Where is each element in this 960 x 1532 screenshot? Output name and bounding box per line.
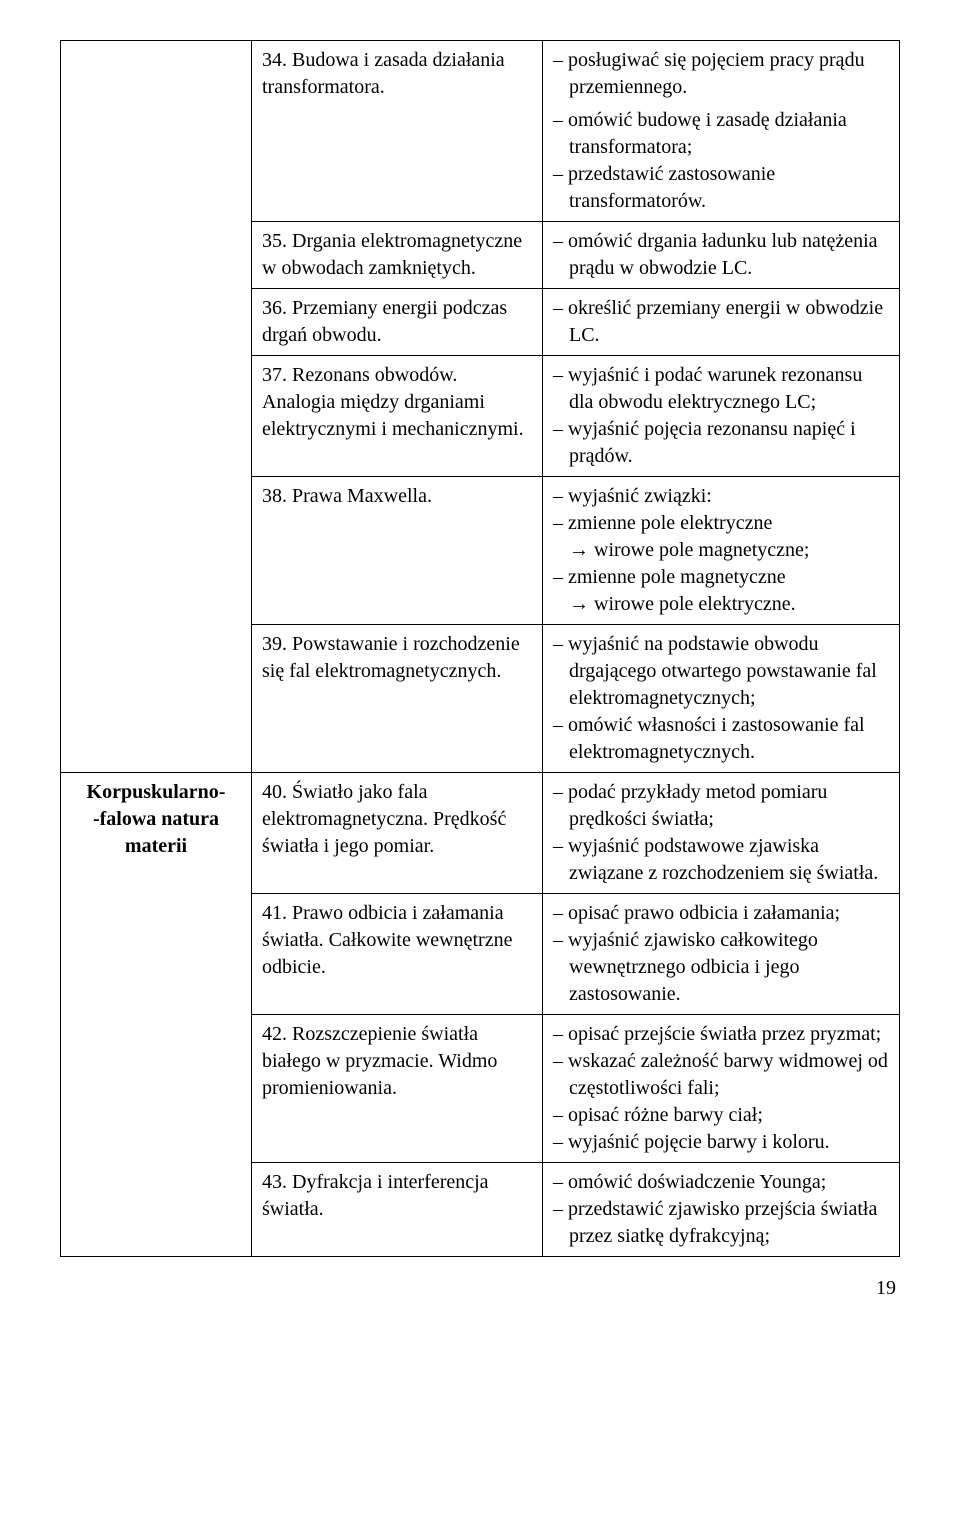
topic-cell: 43. Dyfrakcja i interferencja światła.	[252, 1163, 543, 1257]
topic-cell: 37. Rezonans obwodów. Analogia między dr…	[252, 356, 543, 477]
list-item: wyjaśnić pojęcia rezonansu napięć i prąd…	[553, 416, 889, 470]
preceding-item: – posługiwać się pojęciem pracy prądu pr…	[553, 47, 889, 101]
list-item: zmienne pole magnetyczne	[553, 564, 889, 591]
list-item: wyjaśnić podstawowe zjawiska związane z …	[553, 833, 889, 887]
outcome-cell: omówić drgania ładunku lub natężenia prą…	[543, 222, 900, 289]
outcome-cell: wyjaśnić na podstawie obwodu drgającego …	[543, 625, 900, 773]
outcome-list: opisać przejście światła przez pryzmat; …	[553, 1021, 889, 1156]
outcome-cell: podać przykłady metod pomiaru prędkości …	[543, 773, 900, 894]
list-item: określić przemiany energii w obwodzie LC…	[553, 295, 889, 349]
topic-cell: 40. Światło jako fala elektromagnetyczna…	[252, 773, 543, 894]
list-item: opisać przejście światła przez pryzmat;	[553, 1021, 889, 1048]
list-item: podać przykłady metod pomiaru prędkości …	[553, 779, 889, 833]
content-table: 34. Budowa i zasada działania transforma…	[60, 40, 900, 1257]
list-item: omówić budowę i zasadę działania transfo…	[553, 107, 889, 161]
table-row: Korpuskularno- -falowa natura materii 40…	[61, 773, 900, 894]
outcome-list: omówić drgania ładunku lub natężenia prą…	[553, 228, 889, 282]
section-label-text: Korpuskularno- -falowa natura materii	[87, 781, 226, 857]
outcome-cell: opisać przejście światła przez pryzmat; …	[543, 1015, 900, 1163]
topic-cell: 39. Powstawanie i rozchodzenie się fal e…	[252, 625, 543, 773]
outcome-list: omówić budowę i zasadę działania transfo…	[553, 107, 889, 215]
list-item: omówić drgania ładunku lub natężenia prą…	[553, 228, 889, 282]
topic-cell: 34. Budowa i zasada działania transforma…	[252, 41, 543, 222]
list-item: wyjaśnić i podać warunek rezonansu dla o…	[553, 362, 889, 416]
topic-text: 38. Prawa Maxwella.	[262, 485, 432, 507]
document-page: 34. Budowa i zasada działania transforma…	[0, 0, 960, 1340]
outcome-cell: – posługiwać się pojęciem pracy prądu pr…	[543, 41, 900, 222]
outcome-list: określić przemiany energii w obwodzie LC…	[553, 295, 889, 349]
outcome-cell: wyjaśnić związki: zmienne pole elektrycz…	[543, 477, 900, 625]
topic-text: 35. Drgania elektromagnetyczne w obwodac…	[262, 230, 522, 279]
list-item: wyjaśnić na podstawie obwodu drgającego …	[553, 631, 889, 712]
outcome-cell: wyjaśnić i podać warunek rezonansu dla o…	[543, 356, 900, 477]
list-item: omówić doświadczenie Younga;	[553, 1169, 889, 1196]
outcome-list: omówić doświadczenie Younga; przedstawić…	[553, 1169, 889, 1250]
topic-text: 37. Rezonans obwodów. Analogia między dr…	[262, 364, 524, 440]
topic-text: 43. Dyfrakcja i interferencja światła.	[262, 1171, 489, 1220]
outcome-cell: opisać prawo odbicia i załamania; wyjaśn…	[543, 894, 900, 1015]
page-number: 19	[60, 1277, 900, 1300]
section-cell: Korpuskularno- -falowa natura materii	[61, 773, 252, 1257]
topic-cell: 36. Przemiany energii podczas drgań obwo…	[252, 289, 543, 356]
topic-cell: 35. Drgania elektromagnetyczne w obwodac…	[252, 222, 543, 289]
list-sub-item: wirowe pole magnetyczne;	[553, 537, 889, 564]
outcome-list: opisać prawo odbicia i załamania; wyjaśn…	[553, 900, 889, 1008]
topic-text: 39. Powstawanie i rozchodzenie się fal e…	[262, 633, 520, 682]
list-item: wyjaśnić pojęcie barwy i koloru.	[553, 1129, 889, 1156]
outcome-list: wyjaśnić na podstawie obwodu drgającego …	[553, 631, 889, 766]
list-item: opisać prawo odbicia i załamania;	[553, 900, 889, 927]
topic-text: 42. Rozszczepienie światła białego w pry…	[262, 1023, 497, 1099]
outcome-cell: określić przemiany energii w obwodzie LC…	[543, 289, 900, 356]
outcome-list: podać przykłady metod pomiaru prędkości …	[553, 779, 889, 887]
list-item: omówić własności i zastosowanie fal elek…	[553, 712, 889, 766]
topic-text: 41. Prawo odbicia i załamania światła. C…	[262, 902, 512, 978]
outcome-list: wyjaśnić związki: zmienne pole elektrycz…	[553, 483, 889, 618]
topic-cell: 42. Rozszczepienie światła białego w pry…	[252, 1015, 543, 1163]
list-item: opisać różne barwy ciał;	[553, 1102, 889, 1129]
section-cell-continuation	[61, 41, 252, 773]
list-item: wyjaśnić związki:	[553, 483, 889, 510]
outcome-list: wyjaśnić i podać warunek rezonansu dla o…	[553, 362, 889, 470]
table-row: 34. Budowa i zasada działania transforma…	[61, 41, 900, 222]
list-item: zmienne pole elektryczne	[553, 510, 889, 537]
list-item: wyjaśnić zjawisko całkowitego wewnętrzne…	[553, 927, 889, 1008]
list-sub-item: wirowe pole elektryczne.	[553, 591, 889, 618]
list-item: przedstawić zastosowanie transformatorów…	[553, 161, 889, 215]
topic-text: 40. Światło jako fala elektromagnetyczna…	[262, 781, 506, 857]
list-item: wskazać zależność barwy widmowej od częs…	[553, 1048, 889, 1102]
topic-cell: 41. Prawo odbicia i załamania światła. C…	[252, 894, 543, 1015]
list-item: przedstawić zjawisko przejścia światła p…	[553, 1196, 889, 1250]
topic-text: 34. Budowa i zasada działania transforma…	[262, 49, 505, 98]
topic-text: 36. Przemiany energii podczas drgań obwo…	[262, 297, 507, 346]
outcome-cell: omówić doświadczenie Younga; przedstawić…	[543, 1163, 900, 1257]
topic-cell: 38. Prawa Maxwella.	[252, 477, 543, 625]
